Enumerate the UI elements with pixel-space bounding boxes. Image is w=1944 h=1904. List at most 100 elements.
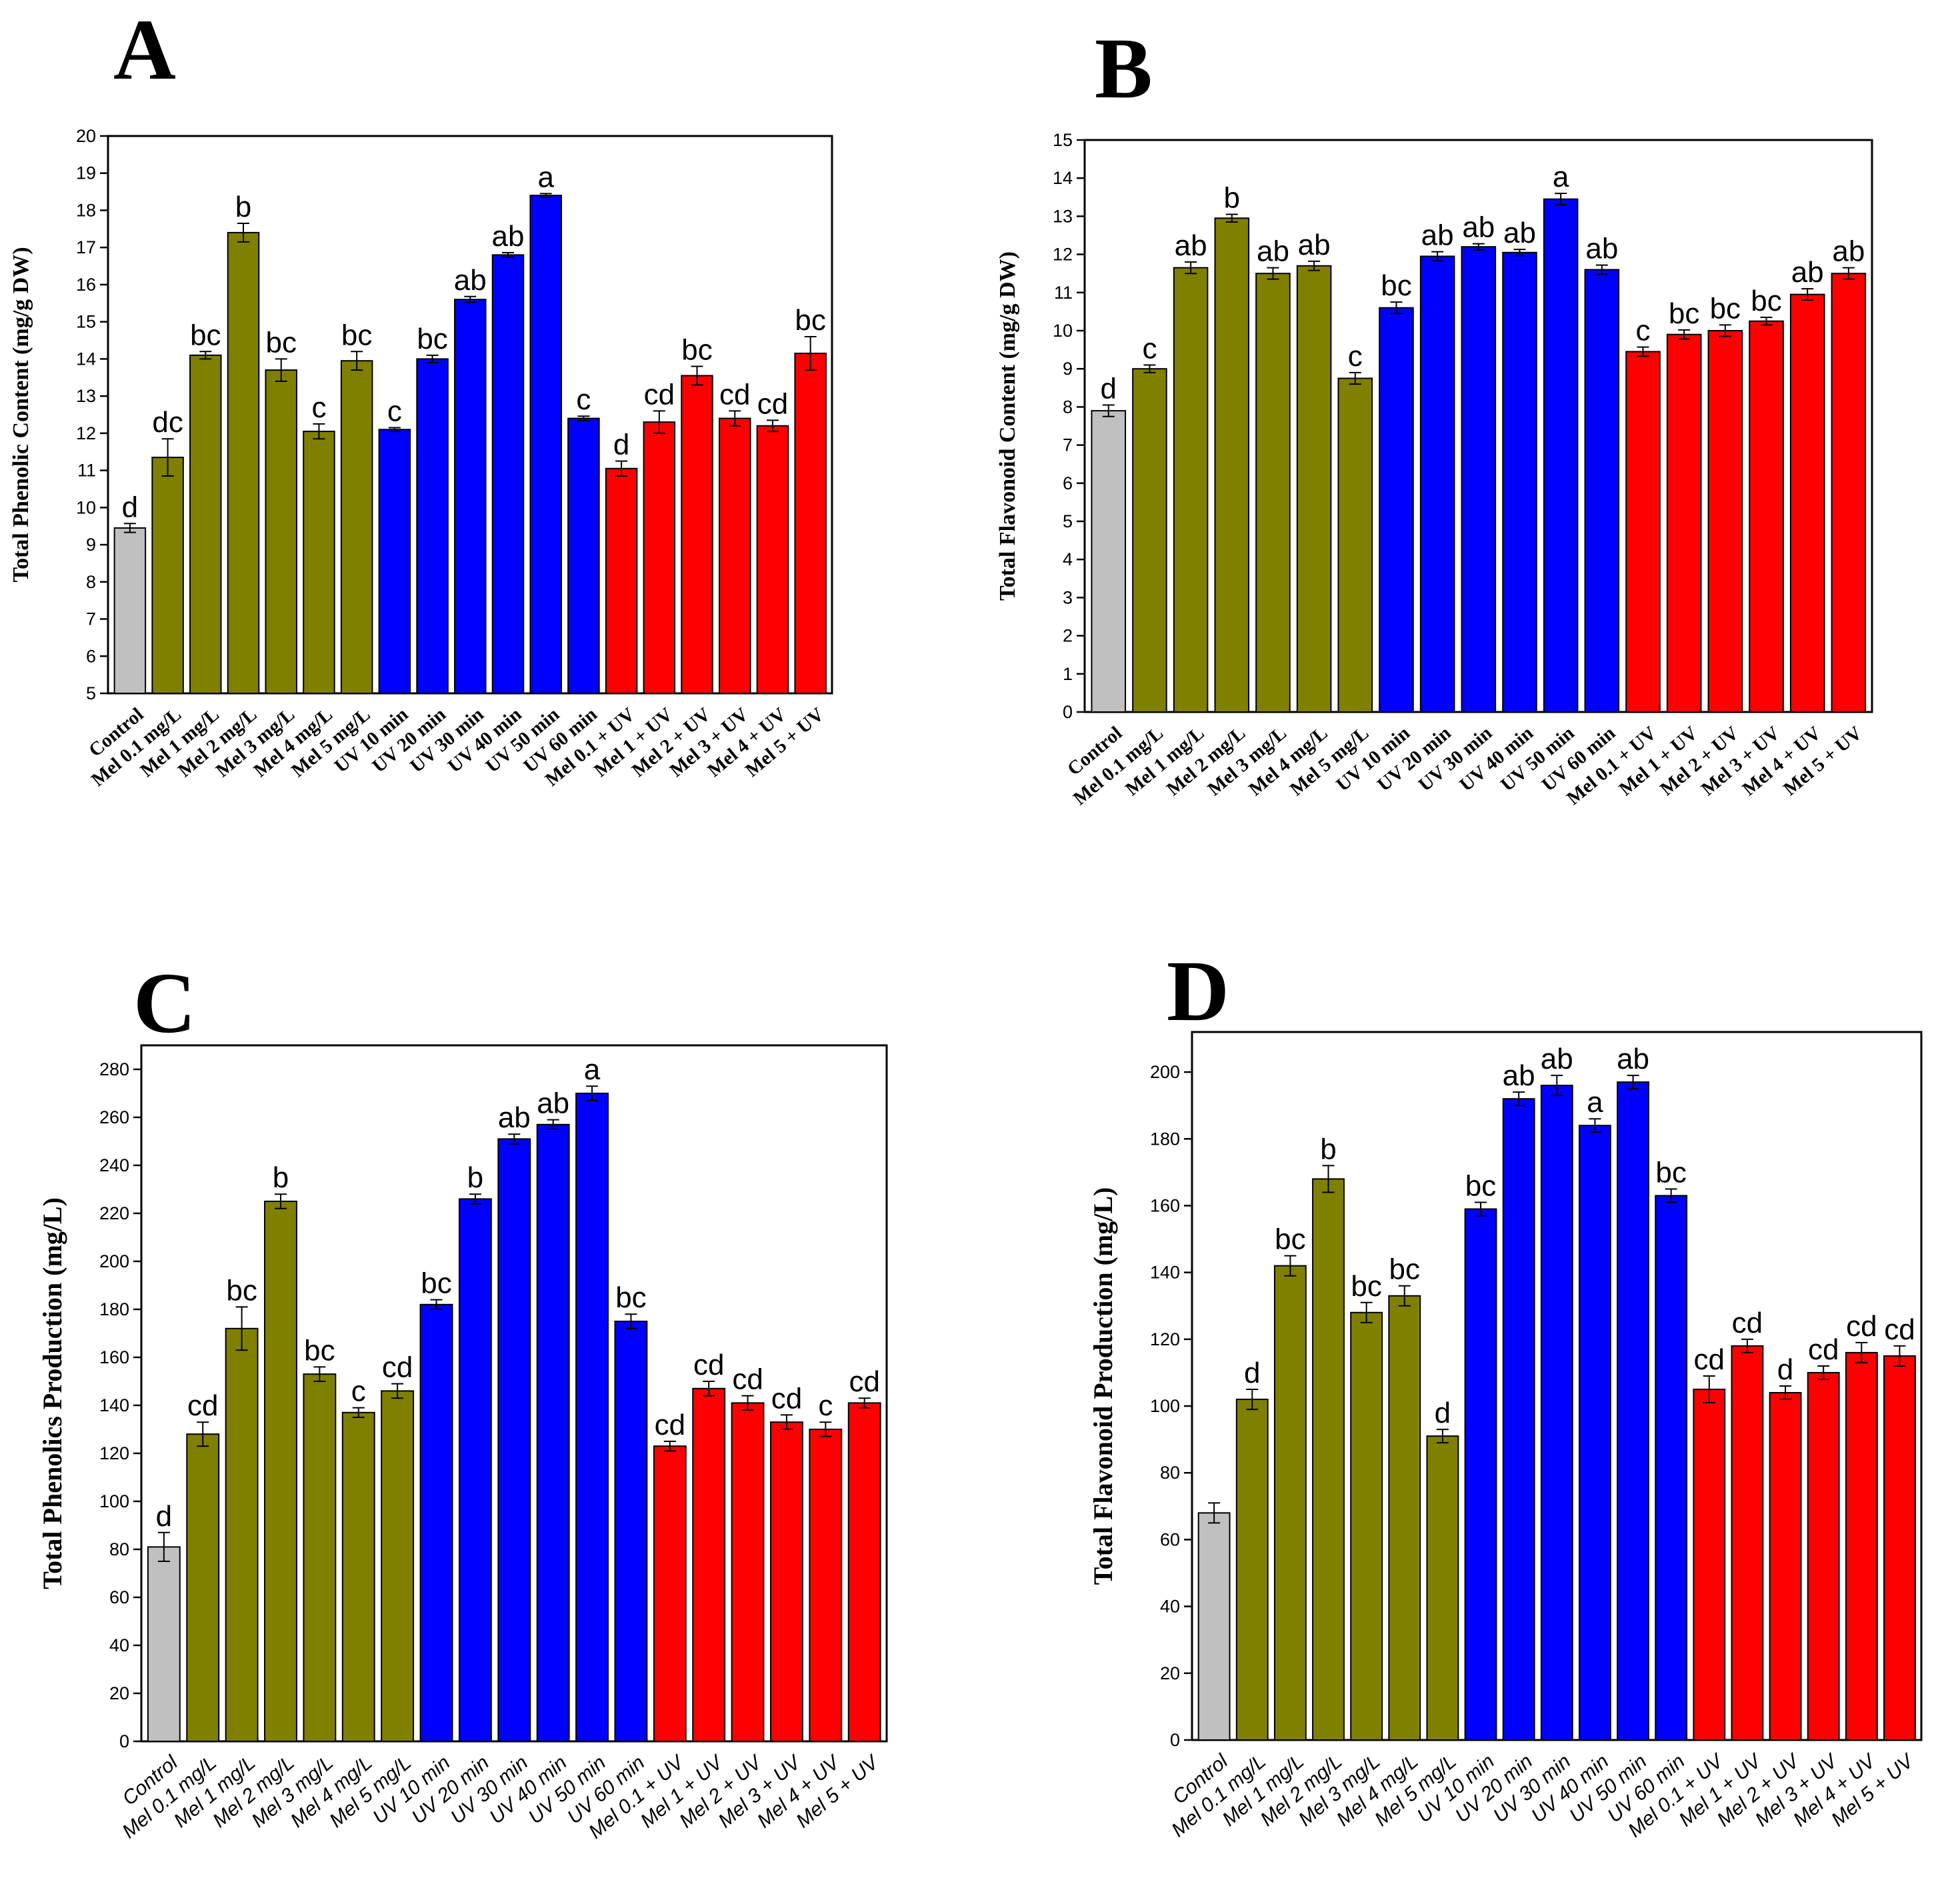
y-tick-label: 3 [1063,587,1073,607]
y-tick-label: 5 [86,683,96,703]
panel-letter: B [1095,21,1153,117]
bar [1235,1399,1269,1741]
significance-letter: bc [1381,269,1411,302]
significance-letter: ab [1462,211,1495,244]
bar [303,431,335,695]
y-tick-label: 160 [1150,1195,1180,1215]
significance-letter: cd [732,1363,763,1396]
bar [416,358,449,695]
bar [1273,1265,1307,1741]
significance-letter: ab [454,264,487,297]
bar [1132,368,1167,713]
bar [731,1402,765,1742]
y-tick-label: 8 [86,572,96,592]
bar [225,1327,259,1743]
y-tick-label: 140 [99,1395,129,1415]
y-tick-label: 20 [1160,1663,1180,1683]
y-tick-label: 280 [99,1059,129,1079]
bar [643,421,676,694]
bar [381,1390,415,1742]
significance-letter: bc [421,1267,451,1300]
significance-letter: bc [1275,1223,1305,1256]
significance-letter: bc [1655,1156,1686,1189]
bar [378,429,411,694]
y-tick-label: 15 [76,312,96,332]
significance-letter: ab [1257,235,1289,268]
bar [1617,1081,1649,1741]
significance-letter: ab [1503,1059,1535,1092]
significance-letter: bc [615,1281,646,1314]
bar [614,1321,648,1742]
bar [1789,293,1825,713]
significance-letter: ab [1503,217,1536,249]
bar [1091,410,1127,713]
y-tick-label: 18 [76,200,96,220]
significance-letter: c [387,395,402,428]
y-tick-label: 0 [1170,1730,1180,1750]
significance-letter: cd [1884,1313,1915,1346]
bar [809,1429,843,1742]
y-tick-label: 9 [86,535,96,555]
significance-letter: a [584,1053,601,1086]
bar [189,354,222,694]
bar [1584,269,1620,713]
significance-letter: c [1142,332,1157,365]
significance-letter: d [122,491,138,523]
bar [1197,1512,1231,1741]
significance-letter: ab [1541,1043,1573,1075]
y-tick-label: 5 [1063,511,1073,531]
significance-letter: ab [1298,229,1331,261]
significance-letter: ab [1585,233,1618,265]
y-tick-label: 12 [1053,245,1073,265]
y-axis-label: Total Flavonoid Content (mg/g DW) [995,251,1020,601]
bar [719,417,751,694]
bar [1707,330,1743,713]
significance-letter: c [1348,340,1363,373]
significance-letter: cd [693,1349,724,1381]
bar [653,1445,687,1742]
y-axis-label: Total Flavonoid Production (mg/L) [1088,1187,1118,1585]
significance-letter: cd [382,1351,413,1384]
y-tick-label: 20 [76,126,96,146]
significance-letter: bc [1751,285,1781,317]
bar [419,1303,453,1743]
significance-letter: ab [1791,256,1824,289]
significance-letter: bc [1710,292,1741,325]
significance-letter: c [311,391,326,424]
y-tick-label: 2 [1063,626,1073,646]
y-tick-label: 8 [1063,397,1073,417]
y-tick-label: 200 [1150,1062,1180,1082]
significance-letter: bc [304,1334,335,1367]
bar [1461,246,1497,713]
y-tick-label: 100 [99,1491,129,1511]
bar [1312,1178,1345,1741]
bar [341,1411,375,1743]
bar [567,417,600,694]
bar [1578,1125,1611,1741]
y-tick-label: 7 [86,609,96,629]
bar [1540,1085,1573,1741]
y-tick-label: 15 [1053,130,1073,150]
y-tick-label: 4 [1063,549,1073,569]
y-tick-label: 100 [1150,1396,1180,1416]
significance-letter: cd [187,1389,218,1422]
significance-letter: d [613,429,629,461]
bar [1731,1345,1764,1741]
bar [340,360,373,694]
bar [186,1433,220,1742]
bar [497,1138,531,1742]
panel-c: C 0 20 40 60 80 100 120 140 160 180 200 220 240 260 280… [37,955,888,1843]
bar [265,369,297,694]
bar [1749,320,1784,713]
bar [303,1373,337,1742]
significance-letter: bc [1351,1270,1381,1303]
bar [1337,377,1373,713]
significance-letter: d [1777,1353,1793,1386]
significance-letter: b [273,1161,289,1194]
y-tick-label: 0 [1063,702,1073,722]
y-tick-label: 6 [1063,473,1073,493]
bar [454,299,487,694]
significance-letter: ab [537,1087,569,1120]
significance-letter: ab [1421,219,1454,252]
significance-letter: d [1101,373,1117,405]
